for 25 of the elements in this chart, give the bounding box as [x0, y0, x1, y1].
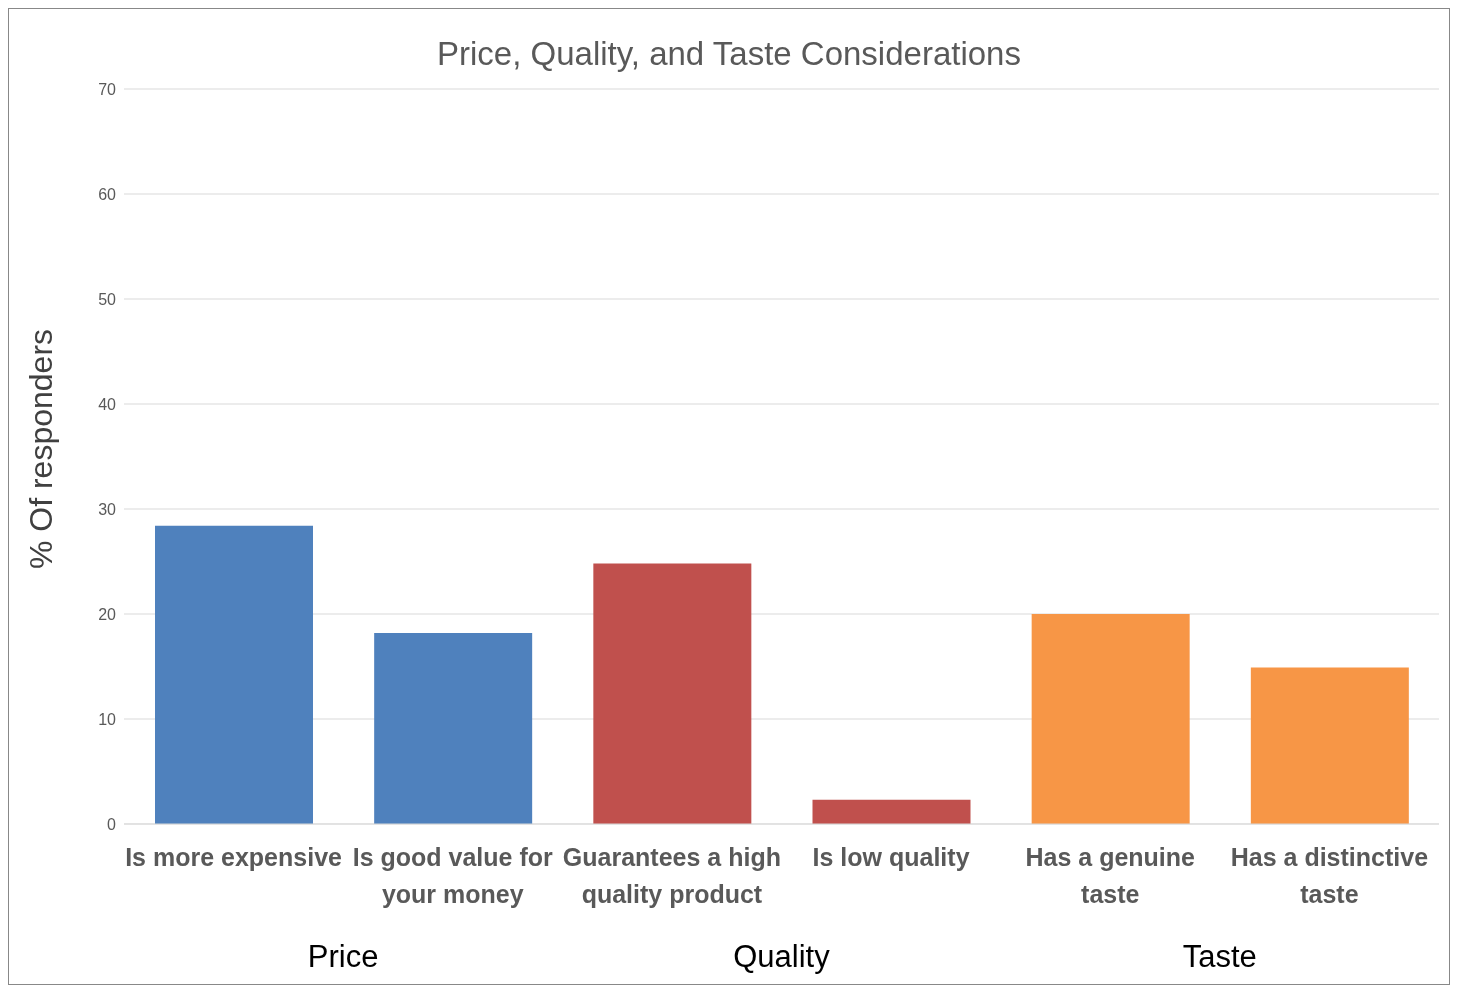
y-tick-label: 50 [98, 290, 117, 308]
x-tick-label: Has a distinctive taste [1230, 843, 1429, 908]
x-tick-label: Has a genuine taste [1025, 843, 1196, 908]
x-tick-label: Is more expensive [125, 843, 343, 871]
bar [812, 799, 971, 824]
text: Quality [732, 939, 831, 975]
y-axis-title: % Of responders [22, 328, 60, 570]
y-tick-label: 60 [98, 185, 117, 203]
bar [374, 632, 533, 824]
y-tick-label: 20 [98, 605, 117, 623]
bar [1250, 667, 1409, 824]
bar [1031, 614, 1190, 824]
text: Price [306, 939, 380, 975]
x-tick-label: Is low quality [812, 843, 970, 871]
y-tick-label: 70 [98, 80, 117, 98]
x-tick-label: Guarantees a high quality product [562, 843, 781, 908]
x-tick-label: Is good value for your money [352, 843, 554, 908]
y-tick-label: 30 [98, 500, 117, 518]
y-tick-label: 0 [107, 815, 117, 833]
y-tick-label: 40 [98, 395, 117, 413]
bar [593, 563, 752, 824]
chart-title: Price, Quality, and Taste Considerations [436, 35, 1022, 73]
text: Taste [1181, 939, 1258, 975]
y-tick-label: 10 [98, 710, 117, 728]
bar [155, 525, 313, 824]
